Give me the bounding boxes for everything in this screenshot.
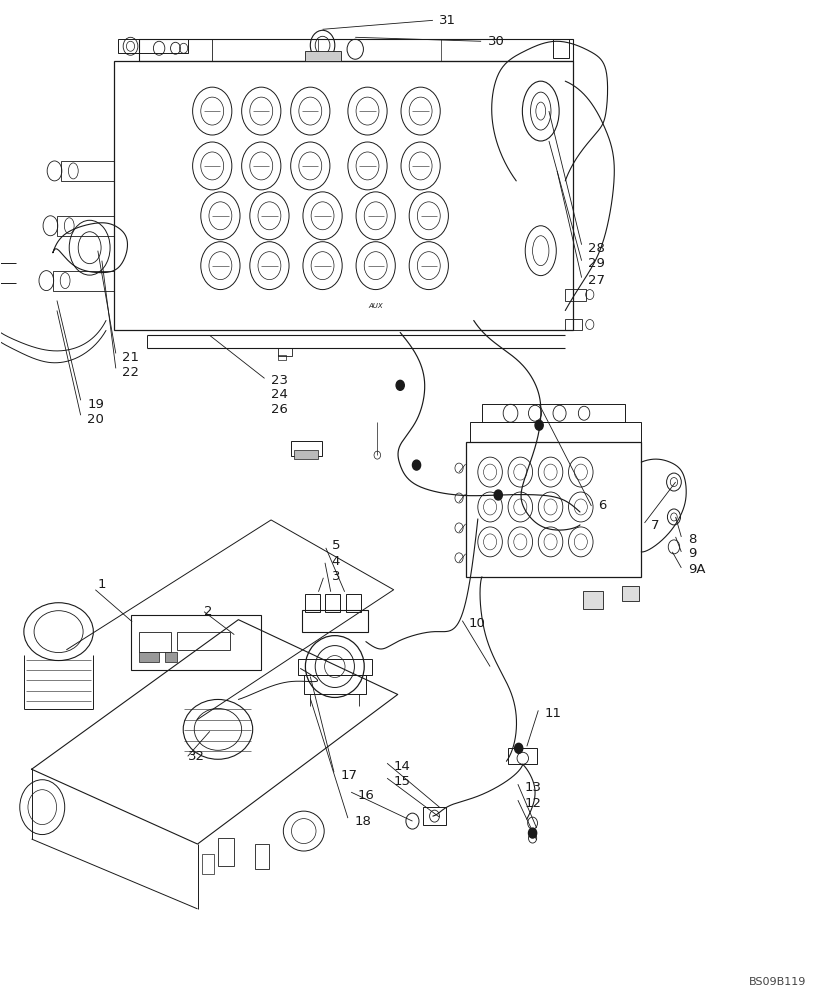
- Bar: [218, 838, 234, 866]
- Bar: [324, 594, 339, 612]
- Bar: [305, 594, 319, 612]
- Text: 29: 29: [587, 257, 604, 270]
- Bar: [564, 319, 581, 330]
- Text: BS09B119: BS09B119: [748, 977, 805, 987]
- Text: 20: 20: [87, 413, 104, 426]
- Bar: [52, 271, 114, 291]
- Text: 17: 17: [340, 769, 357, 782]
- Text: 13: 13: [524, 781, 541, 794]
- Text: 6: 6: [597, 499, 605, 512]
- Text: 14: 14: [393, 760, 410, 773]
- Text: 3: 3: [331, 570, 340, 583]
- Text: 9A: 9A: [687, 563, 704, 576]
- Text: 18: 18: [354, 815, 371, 828]
- Text: 31: 31: [439, 14, 456, 27]
- Text: 24: 24: [271, 388, 287, 401]
- Text: 11: 11: [544, 707, 561, 720]
- Bar: [564, 289, 585, 301]
- Circle shape: [412, 460, 420, 470]
- Bar: [61, 161, 114, 181]
- Text: 1: 1: [97, 578, 106, 591]
- Bar: [118, 39, 188, 53]
- Bar: [303, 675, 365, 694]
- Circle shape: [534, 420, 542, 430]
- Bar: [290, 441, 321, 456]
- Circle shape: [396, 380, 404, 390]
- Bar: [201, 854, 214, 874]
- Text: 16: 16: [357, 789, 374, 802]
- Text: 2: 2: [204, 605, 212, 618]
- Text: 8: 8: [687, 533, 695, 546]
- Bar: [469, 422, 640, 442]
- Bar: [130, 615, 261, 670]
- Text: 10: 10: [468, 617, 485, 630]
- Text: 26: 26: [271, 403, 287, 416]
- Circle shape: [494, 490, 502, 500]
- Bar: [278, 355, 286, 360]
- Bar: [138, 39, 572, 61]
- Text: 5: 5: [331, 539, 340, 552]
- Bar: [114, 61, 572, 330]
- Bar: [293, 450, 318, 459]
- Bar: [177, 632, 230, 650]
- Bar: [278, 348, 292, 356]
- Text: 7: 7: [650, 519, 658, 532]
- Bar: [138, 632, 171, 652]
- Bar: [304, 51, 340, 61]
- Text: 9: 9: [687, 547, 695, 560]
- Bar: [552, 39, 568, 58]
- Bar: [346, 594, 360, 612]
- Bar: [301, 610, 367, 632]
- Circle shape: [514, 743, 523, 753]
- Bar: [582, 591, 602, 609]
- Text: 27: 27: [587, 274, 604, 287]
- Text: 19: 19: [87, 398, 104, 411]
- Text: 12: 12: [524, 797, 541, 810]
- Circle shape: [528, 828, 536, 838]
- Text: 30: 30: [487, 35, 504, 48]
- Bar: [57, 216, 114, 236]
- Text: AUX: AUX: [368, 303, 382, 309]
- Text: 32: 32: [188, 750, 205, 763]
- Bar: [138, 652, 159, 662]
- Text: 22: 22: [122, 366, 139, 379]
- Bar: [255, 844, 269, 869]
- Bar: [482, 404, 624, 422]
- Text: 23: 23: [271, 374, 287, 387]
- Bar: [165, 652, 177, 662]
- Bar: [423, 807, 446, 825]
- Text: 28: 28: [587, 242, 604, 255]
- Text: 4: 4: [331, 555, 340, 568]
- Bar: [508, 748, 536, 764]
- Text: 15: 15: [393, 775, 410, 788]
- Text: 21: 21: [122, 351, 139, 364]
- Bar: [465, 442, 640, 577]
- Bar: [622, 586, 638, 601]
- Bar: [297, 659, 371, 675]
